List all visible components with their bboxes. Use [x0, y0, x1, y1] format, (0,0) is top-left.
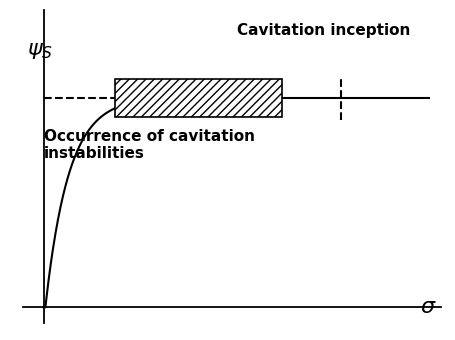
Bar [115, 79, 282, 117]
Text: $\sigma$: $\sigma$ [420, 297, 437, 317]
Text: $\psi_S$: $\psi_S$ [27, 41, 53, 61]
Text: Occurrence of cavitation
instabilities: Occurrence of cavitation instabilities [44, 129, 255, 161]
Text: Cavitation inception: Cavitation inception [238, 23, 411, 38]
